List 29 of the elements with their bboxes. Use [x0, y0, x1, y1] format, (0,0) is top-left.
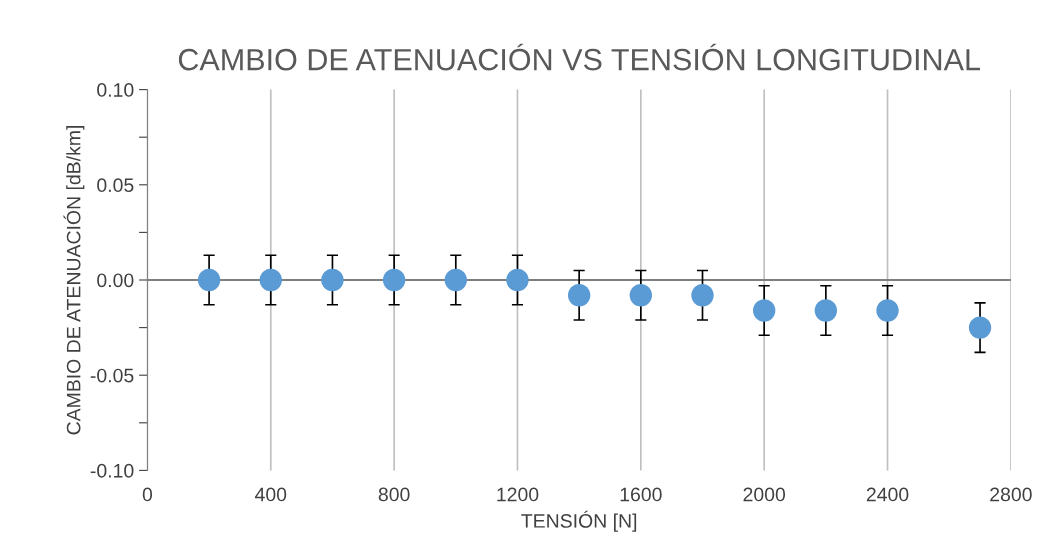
point — [321, 268, 344, 292]
point — [629, 284, 653, 307]
y-axis-title: CAMBIO DE ATENUACIÓN [dB/km] — [63, 125, 85, 435]
y-tick-label: 0.00 — [97, 273, 134, 288]
y-tick-label: 0.10 — [97, 83, 134, 97]
point — [968, 316, 992, 339]
y-tick-label: -0.05 — [90, 368, 134, 383]
point — [752, 299, 776, 322]
point — [259, 268, 282, 292]
x-tick-label: 2800 — [990, 487, 1032, 502]
point — [567, 284, 591, 307]
point — [197, 268, 221, 292]
point — [876, 299, 899, 322]
chart-title: CAMBIO DE ATENUACIÓN VS TENSIÓN LONGITUDINAL — [178, 43, 980, 71]
x-tick-label: 2000 — [743, 487, 786, 502]
point — [814, 299, 838, 322]
point — [382, 268, 406, 292]
point — [691, 284, 714, 307]
x-tick-label: 400 — [255, 487, 287, 502]
y-tick-label: 0.05 — [97, 178, 134, 193]
x-tick-label: 2400 — [866, 487, 909, 502]
x-tick-label: 800 — [378, 487, 410, 502]
x-tick-label: 1600 — [620, 487, 662, 502]
point — [444, 268, 467, 292]
y-tick-label: -0.10 — [90, 463, 134, 478]
x-tick-label: 1200 — [497, 487, 539, 502]
x-tick-label: 0 — [142, 487, 153, 502]
point — [506, 268, 529, 292]
x-axis-title: TENSIÓN [N] — [521, 510, 637, 532]
